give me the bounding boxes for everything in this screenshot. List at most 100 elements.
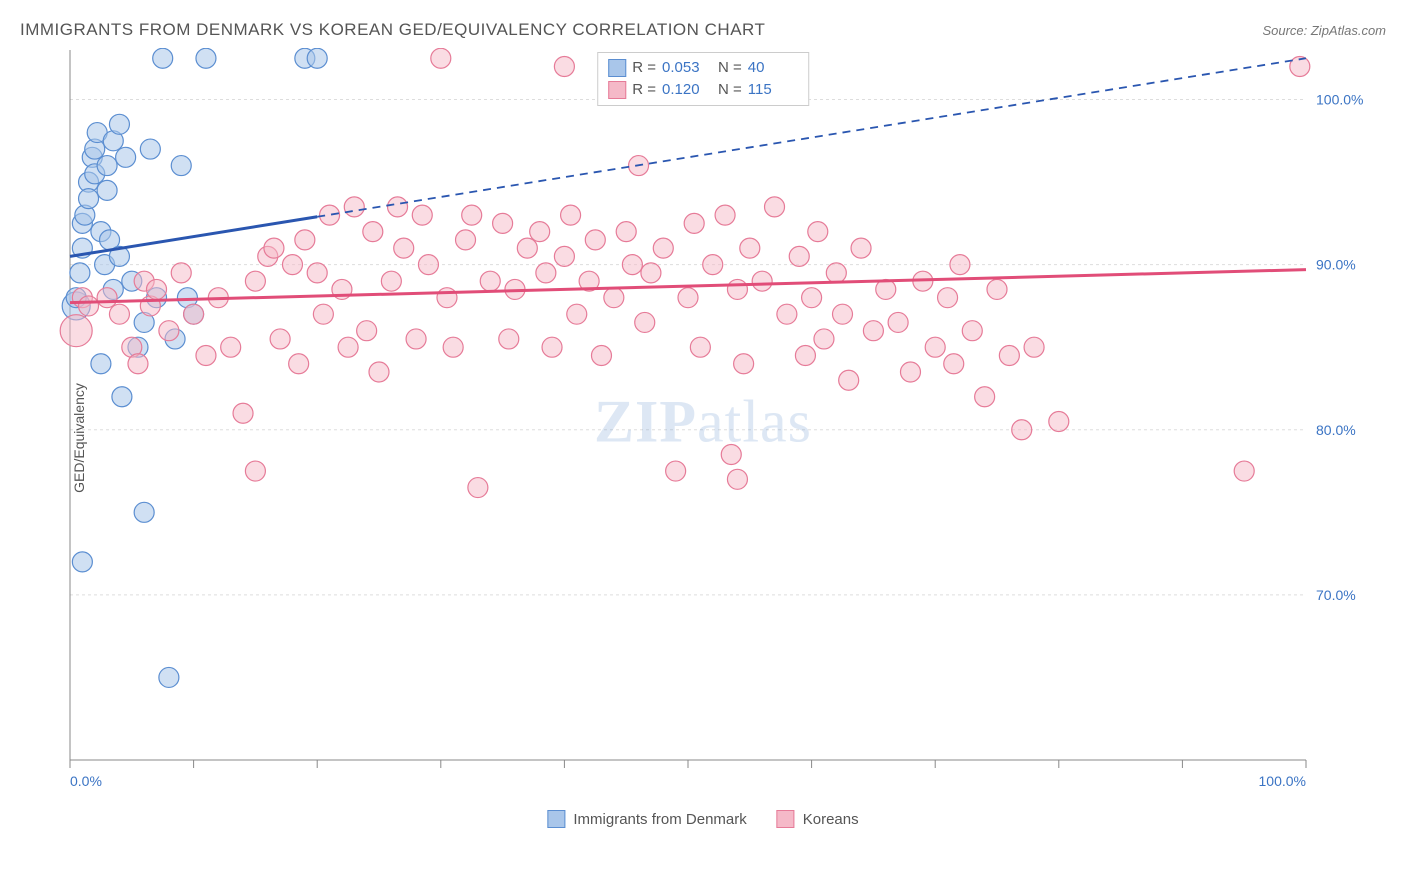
trend-line-dashed bbox=[317, 58, 1306, 217]
data-point bbox=[684, 213, 704, 233]
data-point bbox=[307, 48, 327, 68]
data-point bbox=[196, 345, 216, 365]
data-point bbox=[499, 329, 519, 349]
data-point bbox=[999, 345, 1019, 365]
data-point bbox=[443, 337, 463, 357]
legend-r-label: R = bbox=[632, 79, 656, 101]
data-point bbox=[975, 387, 995, 407]
data-point bbox=[412, 205, 432, 225]
data-point bbox=[97, 288, 117, 308]
data-point bbox=[468, 478, 488, 498]
x-tick-label: 100.0% bbox=[1259, 773, 1306, 789]
data-point bbox=[282, 255, 302, 275]
data-point bbox=[418, 255, 438, 275]
data-point bbox=[221, 337, 241, 357]
legend-item: Immigrants from Denmark bbox=[547, 810, 746, 828]
data-point bbox=[431, 48, 451, 68]
data-point bbox=[109, 114, 129, 134]
data-point bbox=[153, 48, 173, 68]
data-point bbox=[740, 238, 760, 258]
data-point bbox=[388, 197, 408, 217]
legend-n-label: N = bbox=[718, 79, 742, 101]
data-point bbox=[357, 321, 377, 341]
legend-r-value: 0.120 bbox=[662, 79, 712, 101]
data-point bbox=[394, 238, 414, 258]
data-point bbox=[561, 205, 581, 225]
data-point bbox=[171, 263, 191, 283]
data-point bbox=[690, 337, 710, 357]
data-point bbox=[134, 502, 154, 522]
data-point bbox=[264, 238, 284, 258]
legend-row: R = 0.120 N = 115 bbox=[608, 79, 798, 101]
chart-area: GED/Equivalency 70.0% 80.0% 90.0% 100.0% 0.0… bbox=[20, 48, 1386, 828]
data-point bbox=[1012, 420, 1032, 440]
data-point bbox=[795, 345, 815, 365]
data-point bbox=[1024, 337, 1044, 357]
legend-n-value: 40 bbox=[748, 57, 798, 79]
series-legend: Immigrants from DenmarkKoreans bbox=[547, 810, 858, 828]
data-point bbox=[233, 403, 253, 423]
data-point bbox=[112, 387, 132, 407]
data-point bbox=[72, 552, 92, 572]
data-point bbox=[950, 255, 970, 275]
data-point bbox=[147, 279, 167, 299]
data-point bbox=[604, 288, 624, 308]
y-axis-label: GED/Equivalency bbox=[71, 383, 87, 493]
data-point bbox=[765, 197, 785, 217]
y-tick-label: 90.0% bbox=[1316, 257, 1356, 273]
data-point bbox=[944, 354, 964, 374]
data-point bbox=[245, 271, 265, 291]
data-point bbox=[437, 288, 457, 308]
data-point bbox=[789, 246, 809, 266]
data-point bbox=[128, 354, 148, 374]
data-point bbox=[344, 197, 364, 217]
data-point bbox=[641, 263, 661, 283]
data-point bbox=[734, 354, 754, 374]
data-point bbox=[369, 362, 389, 382]
data-point bbox=[517, 238, 537, 258]
data-point bbox=[289, 354, 309, 374]
data-point bbox=[888, 312, 908, 332]
legend-r-label: R = bbox=[632, 57, 656, 79]
data-point bbox=[79, 296, 99, 316]
data-point bbox=[1234, 461, 1254, 481]
legend-swatch bbox=[608, 59, 626, 77]
y-tick-label: 80.0% bbox=[1316, 422, 1356, 438]
data-point bbox=[462, 205, 482, 225]
data-point bbox=[70, 263, 90, 283]
data-point bbox=[777, 304, 797, 324]
data-point bbox=[313, 304, 333, 324]
source-label: Source: ZipAtlas.com bbox=[1262, 23, 1386, 38]
data-point bbox=[159, 321, 179, 341]
data-point bbox=[622, 255, 642, 275]
y-tick-label: 70.0% bbox=[1316, 587, 1356, 603]
data-point bbox=[542, 337, 562, 357]
data-point bbox=[493, 213, 513, 233]
data-point bbox=[839, 370, 859, 390]
data-point bbox=[295, 230, 315, 250]
legend-swatch bbox=[777, 810, 795, 828]
data-point bbox=[715, 205, 735, 225]
data-point bbox=[159, 667, 179, 687]
correlation-legend: R =0.053N =40R =0.120N =115 bbox=[597, 52, 809, 106]
data-point bbox=[116, 147, 136, 167]
data-point bbox=[567, 304, 587, 324]
data-point bbox=[962, 321, 982, 341]
data-point bbox=[456, 230, 476, 250]
data-point bbox=[184, 304, 204, 324]
data-point bbox=[721, 445, 741, 465]
x-tick-label: 0.0% bbox=[70, 773, 102, 789]
data-point bbox=[554, 246, 574, 266]
legend-n-value: 115 bbox=[748, 79, 798, 101]
data-point bbox=[826, 263, 846, 283]
data-point bbox=[653, 238, 673, 258]
data-point bbox=[585, 230, 605, 250]
scatter-chart: 70.0%80.0%90.0%100.0%0.0%100.0% bbox=[20, 48, 1386, 808]
chart-title: IMMIGRANTS FROM DENMARK VS KOREAN GED/EQ… bbox=[20, 20, 765, 40]
data-point bbox=[79, 189, 99, 209]
data-point bbox=[814, 329, 834, 349]
legend-label: Immigrants from Denmark bbox=[573, 811, 746, 828]
data-point bbox=[97, 180, 117, 200]
data-point bbox=[900, 362, 920, 382]
data-point bbox=[363, 222, 383, 242]
